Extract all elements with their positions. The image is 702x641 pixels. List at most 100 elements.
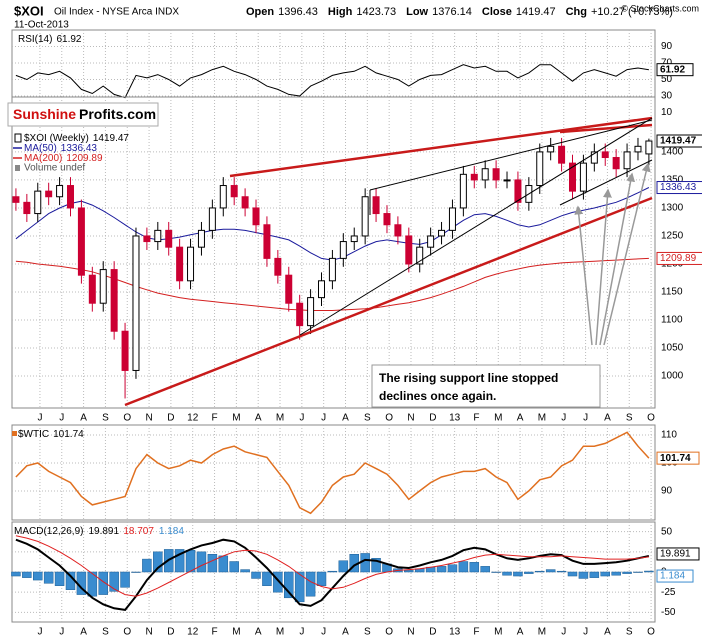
candle-body <box>361 196 369 237</box>
legend-swatch <box>12 431 17 436</box>
last-value-label: 101.74 <box>660 453 691 464</box>
candle-body <box>612 157 620 170</box>
candle-body <box>77 207 85 276</box>
histogram-bar <box>305 571 316 597</box>
x-tick-label: N <box>407 413 414 424</box>
histogram-bar <box>545 569 556 573</box>
x-tick-label: J <box>299 413 304 424</box>
macd-line <box>15 538 650 611</box>
resistance-line <box>229 116 653 178</box>
candle-body <box>394 224 402 237</box>
x-tick-label: S <box>364 627 371 638</box>
histogram-bar <box>218 555 229 573</box>
x-tick-label: A <box>80 627 87 638</box>
legend-value: 1336.43 <box>61 143 98 154</box>
x-tick-label: M <box>276 413 284 424</box>
histogram-bar <box>611 571 621 576</box>
x-tick-label: M <box>538 413 546 424</box>
x-tick-label: J <box>321 413 326 424</box>
candle-body <box>623 151 631 170</box>
last-value-label: 19.891 <box>660 549 691 560</box>
candle-body <box>99 269 107 304</box>
arrow <box>595 188 612 346</box>
moving-average <box>15 257 649 311</box>
stat-label: High <box>328 6 353 18</box>
annotation: The rising support line stopped <box>379 371 558 385</box>
histogram-bar <box>447 564 458 573</box>
arrow <box>599 172 636 346</box>
histogram-bar <box>185 549 196 573</box>
channel-line <box>559 159 653 206</box>
candle-body <box>110 269 118 332</box>
plot-layer: 90 70 50 30 10 RSI(14) 61.92 61.92 J J A S O N D 12 F M A M… <box>11 29 702 638</box>
x-tick-label: A <box>517 413 524 424</box>
candle-body <box>12 196 20 203</box>
stat-value: 1396.43 <box>278 6 318 18</box>
histogram-bar <box>633 571 643 573</box>
histogram-bar <box>262 571 272 586</box>
x-tick-label: D <box>167 627 174 638</box>
x-tick-label: J <box>561 413 566 424</box>
x-tick-label: S <box>364 413 371 424</box>
candle-body <box>165 229 173 248</box>
histogram-bar <box>22 571 32 578</box>
arrow <box>574 205 593 346</box>
candle-body <box>459 173 467 209</box>
x-tick-label: 12 <box>187 413 199 424</box>
histogram-bar <box>43 571 54 584</box>
x-tick-label: A <box>604 627 611 638</box>
histogram-bar <box>294 571 305 603</box>
stat-label: Close <box>482 6 512 18</box>
y-tick-label: -25 <box>661 587 676 598</box>
candle-body <box>503 179 511 182</box>
legend-value: 1.184 <box>159 526 184 537</box>
x-tick-label: S <box>102 627 109 638</box>
histogram-bar <box>33 571 43 581</box>
legend-note: Volume undef <box>24 163 85 174</box>
legend: MACD(12,26,9) 19.891 18.707 1.184 <box>14 526 184 537</box>
y-tick-label: 50 <box>661 74 673 85</box>
legend: RSI(14) 61.92 <box>18 34 82 45</box>
y-tick-label: 1300 <box>661 203 684 214</box>
stat-value: 1419.47 <box>516 6 556 18</box>
resistance-line <box>559 123 653 134</box>
x-tick-label: A <box>255 413 262 424</box>
candle-body <box>285 274 293 304</box>
histogram-bar <box>513 571 523 577</box>
last-value-box <box>656 547 700 561</box>
candle-body <box>339 241 347 259</box>
candle-body <box>66 185 74 209</box>
candle-body <box>208 207 216 231</box>
x-tick-label: J <box>37 627 42 638</box>
stat-value: 1376.14 <box>432 6 472 18</box>
x-tick-label: D <box>429 413 436 424</box>
histogram-bar <box>371 558 381 573</box>
candle-body <box>645 140 653 155</box>
symbol: $XOI <box>14 3 44 18</box>
legend: MA(200) 1209.89 <box>24 153 103 164</box>
logo: Sunshine Profits.com <box>13 106 156 122</box>
histogram-bar <box>196 551 207 573</box>
x-tick-label: S <box>626 413 633 424</box>
histogram-bar <box>600 571 610 577</box>
candle-body <box>427 235 435 248</box>
histogram-bar <box>338 560 349 573</box>
legend-value: 18.707 <box>123 526 154 537</box>
legend: MA(50) 1336.43 <box>24 143 97 154</box>
candle-body <box>405 235 413 265</box>
candle-body <box>143 235 151 243</box>
histogram-bar <box>567 571 578 577</box>
histogram-bar <box>120 571 130 588</box>
last-value-label: 1.184 <box>660 571 685 582</box>
y-tick-label: 90 <box>661 486 673 497</box>
x-tick-label: A <box>255 627 262 638</box>
legend-value: 19.891 <box>88 526 119 537</box>
histogram-bar <box>360 553 370 573</box>
candle-body <box>448 207 456 231</box>
y-tick-label: 1100 <box>661 315 683 326</box>
histogram-bar <box>327 570 338 573</box>
histogram-bar <box>404 570 414 573</box>
legend-name: MA(200) <box>24 153 62 164</box>
histogram-bar <box>174 549 185 573</box>
